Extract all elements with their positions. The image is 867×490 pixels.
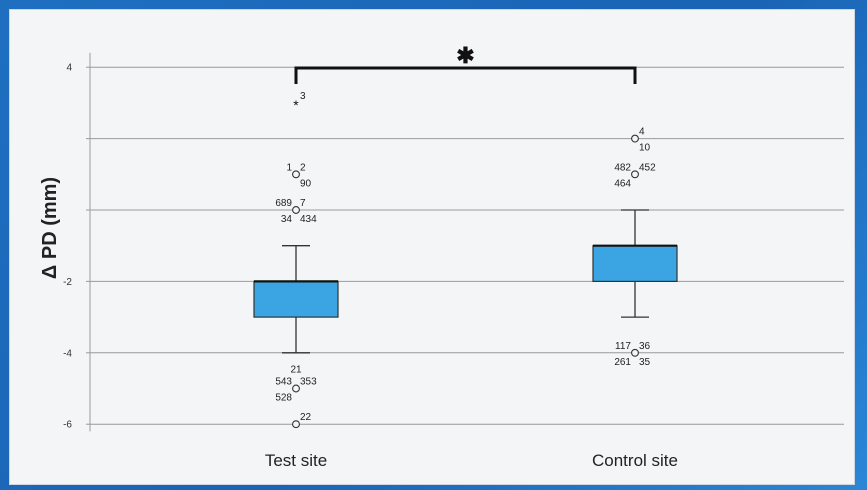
outlier-label: 21 <box>290 365 302 376</box>
outlier-label: 10 <box>639 143 651 154</box>
outlier-label: 2 <box>300 162 306 173</box>
outlier-marker <box>292 420 300 429</box>
box-rect <box>253 280 339 318</box>
outlier-label: 452 <box>639 162 656 173</box>
outlier-label: 35 <box>639 357 651 368</box>
y-tick-label: -4 <box>63 348 72 359</box>
outlier-label: 482 <box>614 162 631 173</box>
outlier-marker <box>631 170 639 179</box>
box-group: 4 10 482 452 464 117 36 261 35 <box>592 127 678 368</box>
outlier-marker <box>292 170 300 179</box>
chart-panel: 4 -2 -4 -6 Δ PD (mm) ✱ * 3 1 2 90 689 7 34 434 21 543… <box>9 9 855 485</box>
extreme-outlier-marker: * <box>293 97 299 113</box>
outlier-label: 34 <box>281 214 293 225</box>
x-category-label: Test site <box>265 451 327 470</box>
y-tick-label: 4 <box>66 63 72 74</box>
outlier-marker <box>631 348 639 357</box>
outlier-label: 464 <box>614 178 631 189</box>
outlier-label: 528 <box>275 393 292 404</box>
box-plot: 4 -2 -4 -6 Δ PD (mm) ✱ *3 1 2 90 689 7 34 434 21543… <box>39 43 844 470</box>
outlier-label: 261 <box>614 357 631 368</box>
outlier-label: 4 <box>639 127 645 138</box>
outlier-marker <box>292 384 300 393</box>
outlier-marker <box>631 134 639 143</box>
y-tick-label: -6 <box>63 420 72 431</box>
outlier-label: 3 <box>300 91 306 102</box>
outlier-label: 36 <box>639 341 651 352</box>
outlier-label: 1 <box>286 162 292 173</box>
outlier-label: 90 <box>300 178 312 189</box>
x-category-label: Control site <box>592 451 678 470</box>
outlier-label: 689 <box>275 198 292 209</box>
y-tick-label: -2 <box>63 277 72 288</box>
y-axis-label: Δ PD (mm) <box>39 177 61 279</box>
box-rect <box>592 245 678 282</box>
significance-bracket <box>294 66 637 84</box>
significance-marker: ✱ <box>456 43 474 68</box>
outlier-label: 353 <box>300 377 317 388</box>
outlier-marker <box>292 206 300 214</box>
outlier-label: 543 <box>275 377 292 388</box>
outlier-label: 434 <box>300 214 317 225</box>
outlier-label: 22 <box>300 412 312 423</box>
outlier-label: 117 <box>615 341 631 352</box>
outlier-label: 7 <box>300 198 306 209</box>
